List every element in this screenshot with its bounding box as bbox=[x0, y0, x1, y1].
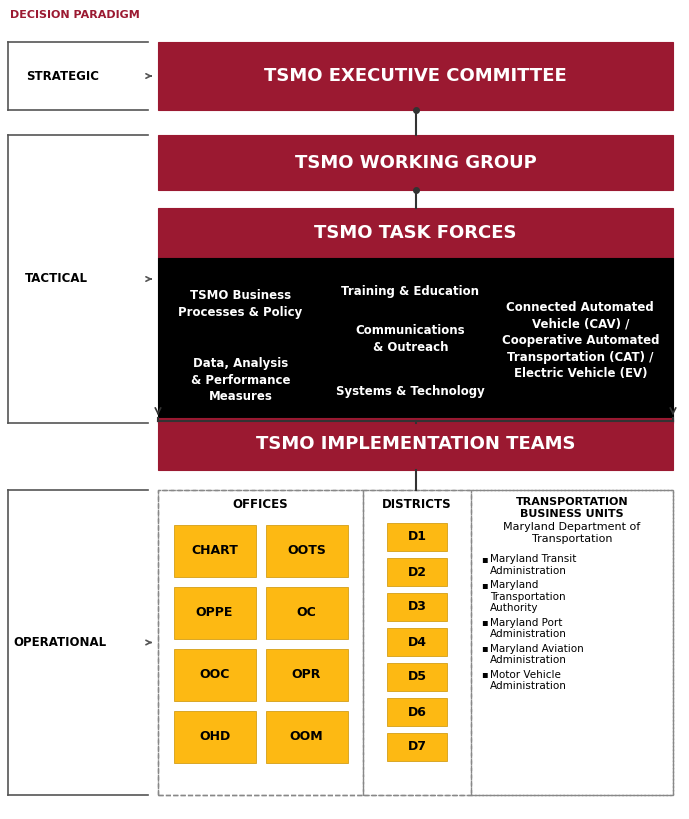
Text: STRATEGIC: STRATEGIC bbox=[26, 70, 99, 83]
Bar bbox=[158, 418, 673, 470]
Text: CHART: CHART bbox=[191, 545, 238, 558]
Bar bbox=[265, 525, 347, 577]
Text: OFFICES: OFFICES bbox=[233, 499, 288, 512]
Bar bbox=[387, 733, 447, 761]
Text: TSMO Business
Processes & Policy: TSMO Business Processes & Policy bbox=[178, 289, 302, 319]
Text: TSMO WORKING GROUP: TSMO WORKING GROUP bbox=[295, 153, 536, 171]
Text: D4: D4 bbox=[407, 636, 426, 649]
Bar bbox=[174, 525, 256, 577]
Bar bbox=[174, 649, 256, 701]
Text: ▪: ▪ bbox=[481, 580, 488, 590]
Text: DECISION PARADIGM: DECISION PARADIGM bbox=[10, 10, 140, 20]
Text: D1: D1 bbox=[407, 531, 426, 544]
Text: OPPE: OPPE bbox=[196, 607, 233, 619]
Text: D5: D5 bbox=[407, 671, 426, 684]
Bar bbox=[387, 628, 447, 656]
Text: Systems & Technology: Systems & Technology bbox=[336, 385, 485, 398]
Text: D2: D2 bbox=[407, 565, 426, 578]
Bar bbox=[363, 490, 471, 795]
Bar bbox=[174, 587, 256, 639]
Text: OOC: OOC bbox=[199, 668, 229, 681]
Text: D3: D3 bbox=[408, 600, 426, 613]
Text: DISTRICTS: DISTRICTS bbox=[382, 499, 452, 512]
Bar bbox=[174, 711, 256, 763]
Text: OHD: OHD bbox=[199, 731, 230, 744]
Text: Data, Analysis
& Performance
Measures: Data, Analysis & Performance Measures bbox=[191, 357, 290, 403]
Text: OPR: OPR bbox=[292, 668, 321, 681]
Text: Maryland
Transportation
Authority: Maryland Transportation Authority bbox=[490, 580, 566, 613]
Text: D6: D6 bbox=[408, 705, 426, 718]
Text: TRANSPORTATION
BUSINESS UNITS: TRANSPORTATION BUSINESS UNITS bbox=[515, 497, 628, 518]
Bar bbox=[158, 490, 363, 795]
Bar bbox=[158, 135, 673, 190]
Bar bbox=[387, 698, 447, 726]
Text: ▪: ▪ bbox=[481, 618, 488, 627]
Text: Maryland Transit
Administration: Maryland Transit Administration bbox=[490, 554, 577, 576]
Text: OC: OC bbox=[297, 607, 316, 619]
Text: Maryland Department of
Transportation: Maryland Department of Transportation bbox=[504, 522, 641, 544]
Text: TSMO EXECUTIVE COMMITTEE: TSMO EXECUTIVE COMMITTEE bbox=[264, 67, 567, 85]
Text: Maryland Aviation
Administration: Maryland Aviation Administration bbox=[490, 644, 584, 665]
Text: OPERATIONAL: OPERATIONAL bbox=[14, 636, 107, 649]
Bar bbox=[387, 663, 447, 691]
Bar bbox=[158, 490, 673, 795]
Bar bbox=[265, 711, 347, 763]
Bar bbox=[265, 587, 347, 639]
Text: OOM: OOM bbox=[289, 731, 323, 744]
Bar bbox=[387, 523, 447, 551]
Bar bbox=[265, 649, 347, 701]
Text: TSMO IMPLEMENTATION TEAMS: TSMO IMPLEMENTATION TEAMS bbox=[256, 435, 575, 453]
Text: ▪: ▪ bbox=[481, 669, 488, 680]
Bar bbox=[387, 558, 447, 586]
Text: TACTICAL: TACTICAL bbox=[25, 273, 88, 286]
Text: TSMO TASK FORCES: TSMO TASK FORCES bbox=[314, 224, 517, 242]
Text: Connected Automated
Vehicle (CAV) /
Cooperative Automated
Transportation (CAT) /: Connected Automated Vehicle (CAV) / Coop… bbox=[502, 301, 659, 380]
Text: ▪: ▪ bbox=[481, 644, 488, 654]
Text: Maryland Port
Administration: Maryland Port Administration bbox=[490, 618, 567, 639]
Bar bbox=[387, 593, 447, 621]
Text: OOTS: OOTS bbox=[287, 545, 326, 558]
Text: D7: D7 bbox=[407, 740, 426, 753]
Bar bbox=[158, 258, 673, 423]
Bar bbox=[158, 42, 673, 110]
Text: ▪: ▪ bbox=[481, 554, 488, 564]
Text: Communications
& Outreach: Communications & Outreach bbox=[356, 324, 465, 354]
Text: Training & Education: Training & Education bbox=[341, 284, 480, 297]
Bar bbox=[158, 208, 673, 258]
Bar bbox=[471, 490, 673, 795]
Text: Motor Vehicle
Administration: Motor Vehicle Administration bbox=[490, 669, 567, 691]
